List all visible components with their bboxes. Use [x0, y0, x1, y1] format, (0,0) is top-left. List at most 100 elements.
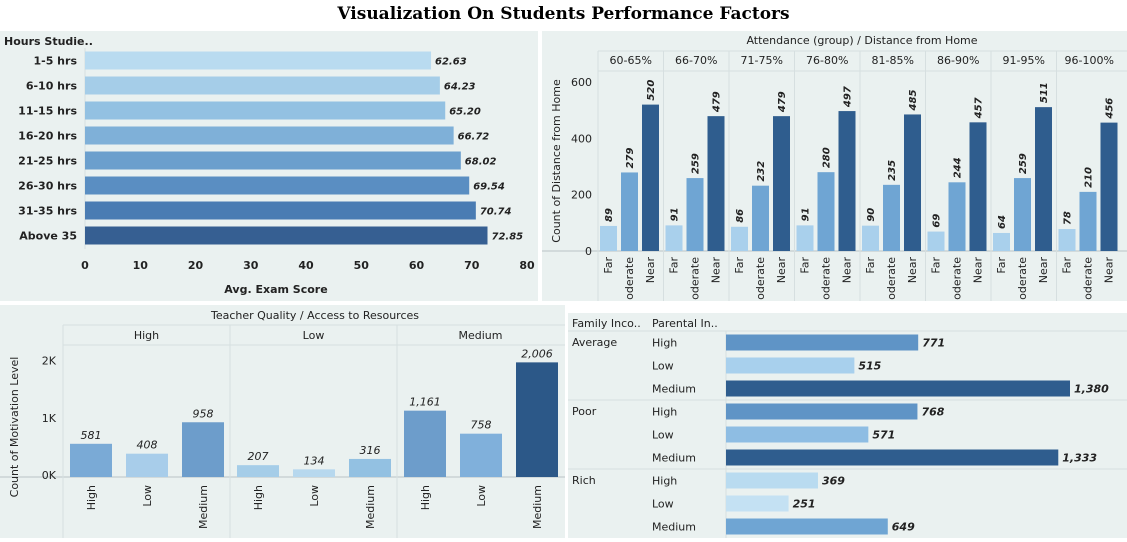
subcategory-label: Far: [864, 257, 877, 274]
data-label: 1,161: [409, 396, 441, 409]
bar: [686, 178, 704, 251]
group-label: 81-85%: [872, 54, 914, 67]
subcategory-label: Medium: [531, 485, 544, 529]
data-label: 91: [670, 207, 681, 221]
row-header: Family Inco..: [572, 317, 641, 330]
hours-studied-svg: Hours Studie.. 1-5 hrs 62.63 6-10 hrs 64.23 1…: [4, 35, 535, 296]
data-label: 89: [604, 208, 615, 222]
bar: [726, 357, 855, 374]
bar: [726, 380, 1070, 397]
row-label: High: [652, 475, 677, 488]
group-label: 60-65%: [610, 54, 652, 67]
bar: [726, 426, 869, 443]
data-label: 62.63: [435, 57, 467, 68]
data-label: 65.20: [449, 107, 481, 118]
subcategory-label: Near: [972, 257, 985, 284]
row-header: Parental In..: [652, 317, 718, 330]
group-label: High: [134, 329, 159, 342]
bar: [862, 225, 879, 251]
subcategory-label: Far: [995, 257, 1008, 274]
subcategory-label: Near: [710, 257, 723, 284]
data-label: 280: [822, 147, 833, 168]
subcategory-label: High: [85, 485, 98, 510]
page-title: Visualization On Students Performance Fa…: [337, 4, 790, 24]
data-label: 771: [922, 337, 945, 350]
subcategory-label: High: [419, 485, 432, 510]
row-label: Medium: [652, 521, 696, 534]
subcategory-label: Moderate: [951, 257, 964, 301]
tick-label: 50: [354, 259, 370, 272]
subcategory-label: Moderate: [885, 257, 898, 301]
bar: [85, 226, 488, 245]
subcategory-label: Medium: [364, 485, 377, 529]
data-label: 511: [1039, 82, 1050, 103]
bar: [817, 172, 835, 251]
subcategory-label: Far: [799, 257, 812, 274]
category-label: 26-30 hrs: [18, 180, 77, 193]
bar: [85, 101, 446, 120]
tick-label: 600: [571, 76, 592, 89]
tick-label: 40: [298, 259, 314, 272]
data-label: 958: [193, 407, 214, 420]
bar: [1058, 229, 1076, 251]
data-label: 758: [471, 419, 492, 432]
category-label: 21-25 hrs: [18, 155, 77, 168]
bar: [1035, 107, 1052, 251]
subcategory-label: Moderate: [623, 257, 636, 301]
bar: [726, 518, 888, 535]
data-label: 408: [137, 439, 158, 452]
subcategory-label: Low: [308, 485, 321, 507]
data-label: 207: [248, 450, 269, 463]
category-label: 1-5 hrs: [33, 55, 77, 68]
data-label: 768: [921, 406, 944, 419]
data-label: 369: [822, 475, 845, 488]
data-label: 235: [887, 160, 898, 181]
bar: [600, 225, 617, 251]
data-label: 571: [872, 429, 895, 442]
subcategory-label: Far: [1061, 257, 1074, 274]
bar: [349, 458, 391, 477]
category-label: Above 35: [19, 230, 77, 243]
tick-label: 0: [81, 259, 89, 272]
group-label: 71-75%: [741, 54, 783, 67]
category-label: 31-35 hrs: [18, 205, 77, 218]
data-label: 134: [304, 454, 325, 467]
bar: [516, 362, 558, 477]
group-label: Medium: [459, 329, 503, 342]
row-label: Medium: [652, 452, 696, 465]
subcategory-label: Near: [906, 257, 919, 284]
subcategory-label: Moderate: [1082, 257, 1095, 301]
bar: [126, 453, 168, 477]
row-label: Low: [652, 429, 674, 442]
data-label: 1,333: [1062, 452, 1097, 465]
bar: [85, 51, 432, 70]
group-label: 96-100%: [1065, 54, 1114, 67]
bar: [796, 225, 814, 251]
tick-label: 200: [571, 189, 592, 202]
row-label: Low: [652, 360, 674, 373]
subcategory-label: Far: [668, 257, 681, 274]
category-label: 11-15 hrs: [18, 105, 77, 118]
bar: [707, 116, 725, 252]
group-label: Rich: [572, 474, 596, 487]
data-label: 66.72: [458, 132, 490, 143]
row-label: Low: [652, 498, 674, 511]
tick-label: 0: [585, 245, 592, 258]
bar: [731, 226, 748, 251]
group-label: Low: [303, 329, 325, 342]
family-income-chart: Family Inco.. Parental In.. Average High 771…: [568, 313, 1127, 538]
bar: [182, 422, 224, 477]
data-label: 1,380: [1074, 383, 1109, 396]
data-label: 78: [1063, 211, 1074, 225]
data-label: 520: [646, 80, 657, 101]
bar: [237, 465, 279, 477]
bar: [1014, 178, 1031, 251]
bar: [883, 184, 900, 251]
bar: [404, 410, 446, 477]
data-label: 485: [908, 90, 919, 112]
tick-label: 400: [571, 132, 592, 145]
data-label: 68.02: [465, 157, 497, 168]
teacher-quality-svg: Teacher Quality / Access to Resources Cou…: [0, 309, 565, 538]
subcategory-label: Far: [602, 257, 615, 274]
bar: [665, 225, 683, 251]
